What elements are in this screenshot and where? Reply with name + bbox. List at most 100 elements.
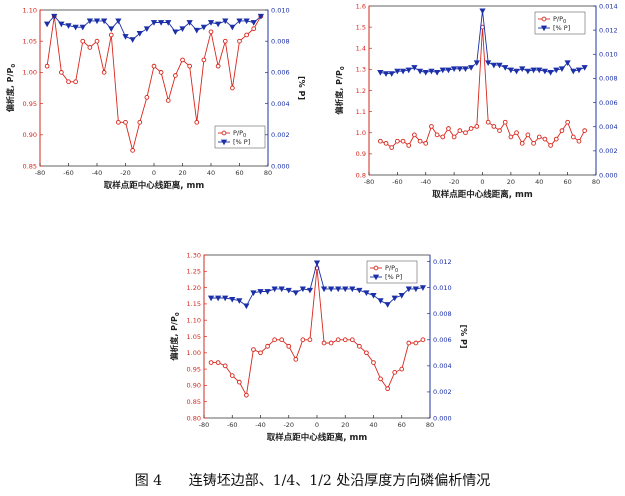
- y2-tick-label: 0.012: [599, 26, 618, 34]
- data-point: [237, 38, 242, 44]
- data-point: [446, 126, 451, 131]
- data-point: [388, 71, 395, 77]
- y-tick-label: 0.80: [187, 414, 201, 422]
- data-point: [479, 8, 486, 15]
- x-tick-label: 80: [426, 421, 434, 429]
- data-point: [65, 23, 72, 29]
- y-axis-label: 偏析度, P/P0: [334, 66, 346, 114]
- data-point: [115, 18, 122, 25]
- x-tick-label: -40: [92, 169, 103, 177]
- legend-box: [214, 125, 266, 149]
- y-tick-label: 0.95: [187, 365, 201, 373]
- data-point: [524, 68, 532, 75]
- y2-tick-label: 0.010: [433, 284, 452, 292]
- y-tick-label: 1.6: [356, 2, 366, 10]
- y-tick-label: 0.85: [187, 398, 201, 406]
- data-point: [108, 26, 115, 32]
- data-point: [292, 290, 299, 297]
- data-point: [400, 138, 406, 144]
- x-tick-label: 60: [235, 169, 243, 177]
- x-tick-label: 40: [369, 421, 377, 429]
- data-point: [582, 128, 587, 133]
- y2-tick-label: 0.014: [599, 2, 618, 10]
- y2-tick-label: 0.002: [599, 147, 618, 155]
- data-point: [335, 286, 342, 293]
- legend-label: P/P0: [233, 129, 246, 139]
- data-point: [502, 65, 509, 71]
- data-point: [434, 132, 440, 138]
- data-point: [285, 287, 292, 294]
- data-point: [399, 366, 405, 372]
- legend-marker: [372, 274, 380, 281]
- y2-tick-label: 0.012: [433, 258, 452, 266]
- data-point: [229, 296, 236, 303]
- data-point: [137, 119, 143, 125]
- y2-tick-label: 0.008: [271, 38, 290, 46]
- y2-tick-label: 0.004: [433, 362, 452, 370]
- legend-marker: [541, 16, 547, 22]
- x-tick-label: 0: [480, 178, 484, 186]
- data-point: [208, 29, 214, 35]
- data-point: [136, 31, 143, 37]
- data-point: [357, 343, 362, 349]
- legend-label: P/P0: [553, 15, 566, 25]
- x-tick-label: 80: [264, 169, 272, 177]
- data-point: [201, 57, 207, 63]
- x-tick-label: -80: [199, 421, 210, 429]
- data-point: [299, 286, 306, 293]
- data-point: [558, 66, 566, 72]
- data-point: [468, 65, 475, 71]
- data-point: [265, 343, 270, 349]
- data-point: [335, 337, 341, 343]
- data-point: [420, 337, 426, 343]
- data-point: [278, 286, 285, 293]
- y2-tick-label: 0.000: [271, 162, 290, 170]
- legend: P/P0[% P]: [366, 260, 418, 284]
- data-point: [236, 379, 242, 385]
- y2-tick-label: 0.006: [599, 99, 618, 107]
- data-point: [286, 343, 292, 349]
- data-point: [445, 67, 452, 74]
- data-point: [200, 24, 207, 31]
- data-point: [406, 340, 412, 346]
- legend-box: [366, 260, 418, 284]
- y-tick-label: 1.10: [23, 6, 37, 14]
- data-point: [122, 34, 129, 40]
- data-point: [581, 65, 588, 71]
- data-point: [44, 63, 50, 69]
- y2-tick-label: 0.002: [271, 131, 290, 139]
- data-point: [377, 298, 384, 304]
- data-point: [371, 360, 376, 365]
- data-point: [59, 70, 64, 75]
- figure-caption: 图 4 连铸坯边部、1/4、1/2 处沿厚度方向磷偏析情况: [134, 473, 491, 489]
- data-point: [66, 79, 71, 85]
- x-tick-label: -80: [364, 178, 375, 186]
- data-point: [541, 68, 549, 75]
- data-point: [417, 138, 423, 144]
- data-point: [406, 143, 412, 148]
- data-point: [172, 29, 179, 36]
- data-point: [363, 290, 370, 297]
- x-tick-label: 60: [563, 178, 571, 186]
- data-point: [519, 140, 525, 146]
- y2-tick-label: 0.002: [433, 388, 452, 396]
- y-tick-label: 1.4: [356, 45, 366, 53]
- data-point: [165, 98, 171, 103]
- legend-label: [% P]: [233, 138, 250, 146]
- data-point: [229, 24, 236, 31]
- data-point: [412, 286, 419, 293]
- legend-marker: [221, 130, 227, 136]
- data-point: [243, 303, 250, 310]
- data-point: [530, 67, 537, 74]
- data-point: [575, 67, 583, 74]
- data-point: [468, 126, 474, 131]
- x-tick-label: -60: [392, 178, 403, 186]
- y2-tick-label: 0.000: [433, 414, 452, 422]
- legend: P/P0[% P]: [214, 125, 266, 149]
- y-tick-label: 0.8: [356, 171, 366, 179]
- data-point: [399, 68, 407, 75]
- y2-axis-label: [% P]: [297, 76, 306, 100]
- data-point: [398, 293, 405, 299]
- data-point: [389, 145, 395, 150]
